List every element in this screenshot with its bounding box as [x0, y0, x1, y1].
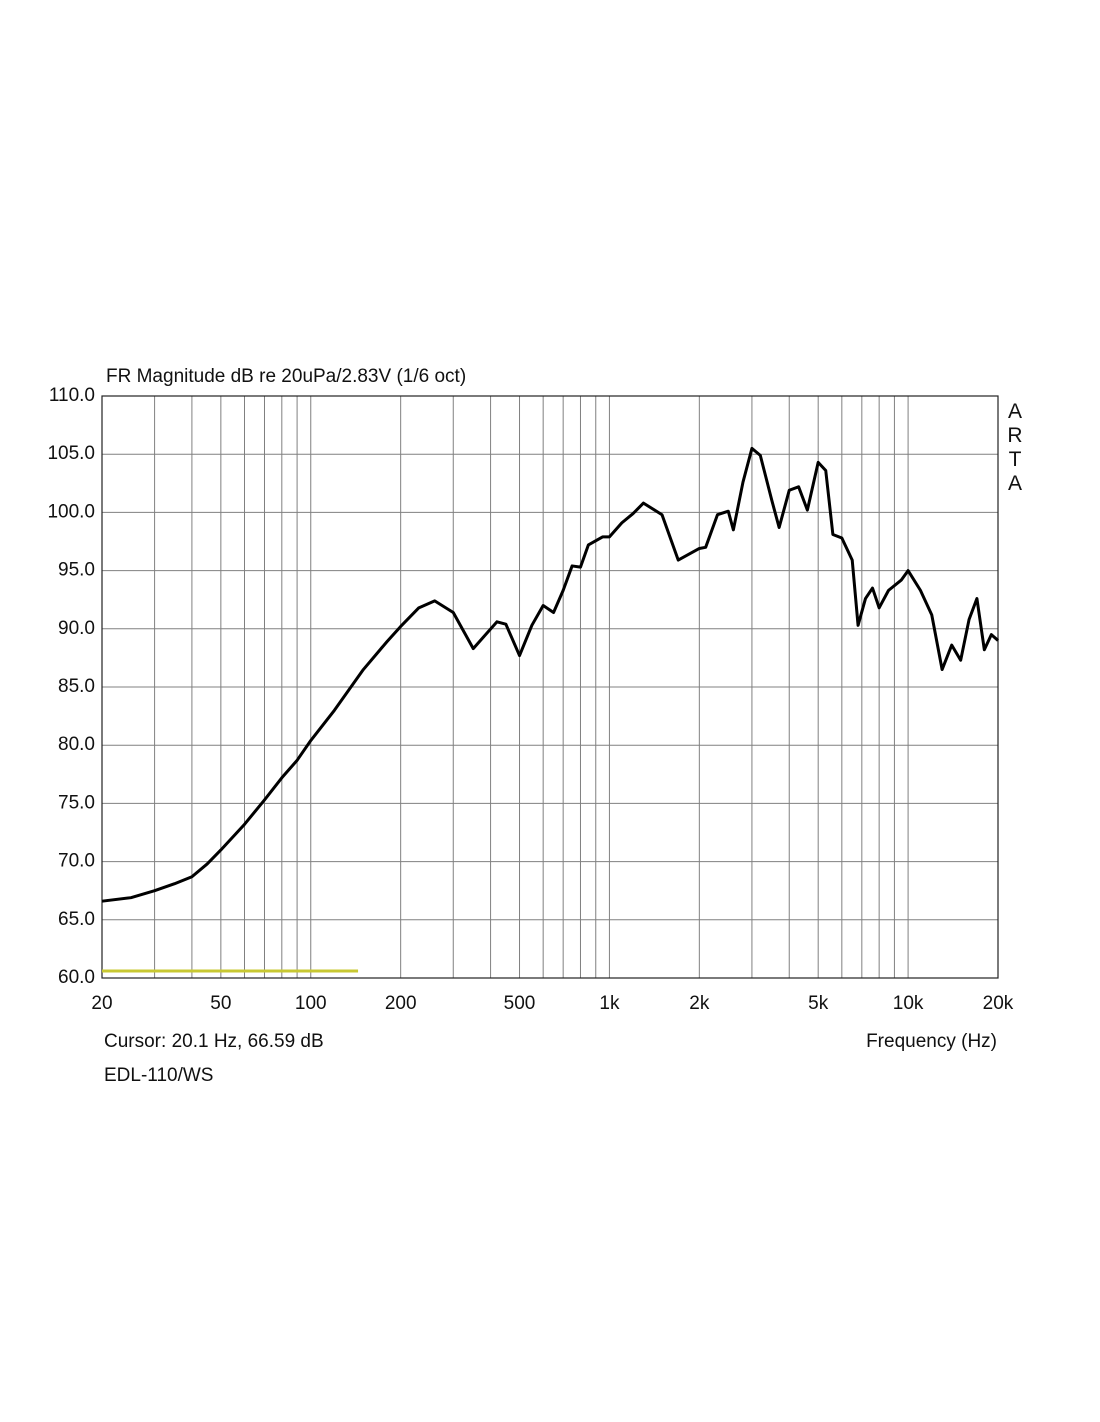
- cursor-text: Cursor: 20.1 Hz, 66.59 dB: [104, 1031, 324, 1052]
- chart-title: FR Magnitude dB re 20uPa/2.83V (1/6 oct): [106, 366, 466, 387]
- y-tick-label: 85.0: [58, 676, 95, 697]
- y-tick-label: 100.0: [47, 501, 95, 522]
- y-tick-label: 60.0: [58, 967, 95, 988]
- curve: [101, 446, 999, 903]
- y-tick-label: 75.0: [58, 792, 95, 813]
- device-label: EDL-110/WS: [104, 1065, 213, 1086]
- y-tick-label: 80.0: [58, 734, 95, 755]
- y-tick-label: 65.0: [58, 909, 95, 930]
- y-tick-label: 105.0: [47, 443, 95, 464]
- x-tick-label: 20: [91, 993, 112, 1014]
- x-tick-label: 100: [295, 993, 327, 1014]
- x-tick-label: 10k: [893, 993, 924, 1014]
- x-tick-label: 5k: [808, 993, 829, 1014]
- x-tick-label: 50: [210, 993, 231, 1014]
- x-tick-label: 200: [385, 993, 417, 1014]
- y-tick-label: 95.0: [58, 560, 95, 581]
- x-tick-label: 2k: [689, 993, 710, 1014]
- plot-frame: [101, 395, 999, 979]
- watermark: ARTA: [1004, 400, 1027, 496]
- y-tick-label: 90.0: [58, 618, 95, 639]
- y-tick-label: 70.0: [58, 851, 95, 872]
- x-tick-label: 20k: [983, 993, 1014, 1014]
- x-tick-label: 1k: [599, 993, 620, 1014]
- x-tick-label: 500: [504, 993, 536, 1014]
- y-tick-label: 110.0: [49, 385, 95, 406]
- x-axis-label: Frequency (Hz): [866, 1031, 997, 1052]
